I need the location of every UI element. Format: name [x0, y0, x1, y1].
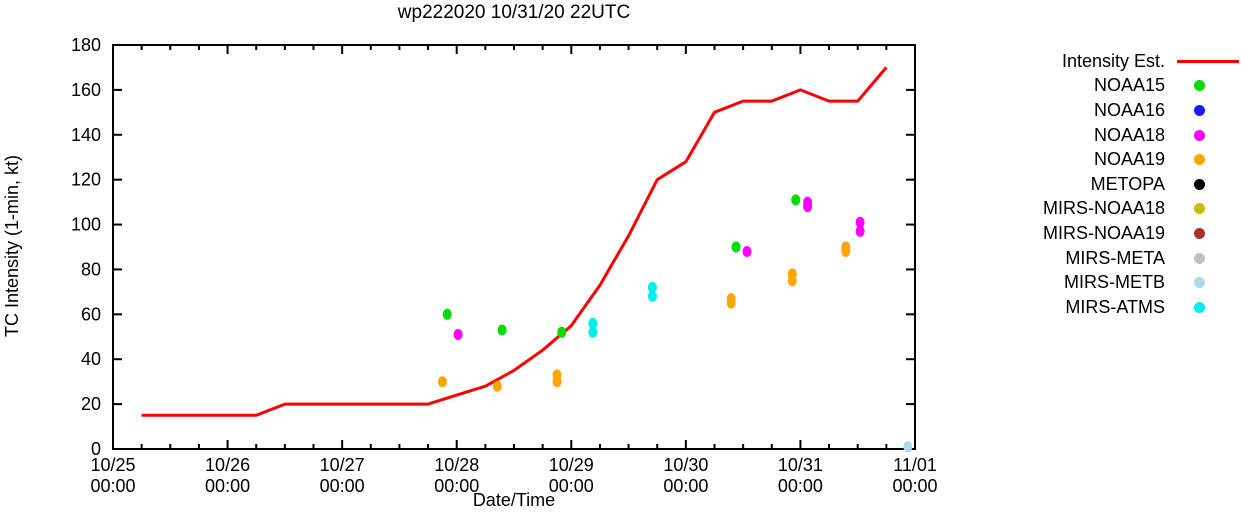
legend-marker [1165, 129, 1241, 141]
x-tick-label: 10/29 [549, 455, 594, 475]
dot-icon [1194, 301, 1205, 313]
x-tick-label: 00:00 [205, 476, 250, 496]
data-point-noaa15 [557, 326, 567, 338]
legend-label: Intensity Est. [1061, 50, 1165, 71]
legend-marker [1165, 80, 1241, 92]
y-tick-label: 60 [81, 304, 101, 324]
x-tick-label: 10/28 [434, 455, 479, 475]
data-point-noaa18 [803, 201, 813, 213]
dot-icon [1194, 252, 1205, 264]
data-point-noaa18 [453, 329, 463, 340]
data-point-noaa19 [492, 380, 502, 392]
x-tick-label: 10/26 [205, 455, 250, 475]
legend-label: MIRS-NOAA19 [1042, 222, 1165, 243]
data-point-noaa19 [787, 275, 797, 287]
legend-marker [1165, 59, 1241, 63]
data-point-noaa15 [731, 241, 741, 253]
legend-row-mirs-atms: MIRS-ATMS [990, 295, 1241, 320]
y-tick-label: 20 [81, 394, 101, 414]
legend-label: NOAA18 [1093, 124, 1165, 145]
x-tick-label: 11/01 [893, 455, 937, 475]
legend-row-mirs-noaa18: MIRS-NOAA18 [990, 197, 1241, 222]
legend-row-noaa19: NOAA19 [990, 147, 1241, 172]
data-point-noaa19 [726, 297, 736, 309]
x-tick-label: 00:00 [892, 476, 937, 496]
data-point-mirs-atms [588, 317, 598, 329]
dot-icon [1194, 277, 1205, 289]
x-tick-label: 10/31 [778, 455, 823, 475]
dot-icon [1194, 227, 1205, 239]
x-tick-label: 00:00 [90, 476, 135, 496]
data-point-noaa18 [855, 216, 865, 228]
intensity-line [141, 66, 888, 417]
legend-marker [1165, 227, 1241, 239]
y-tick-label: 0 [91, 439, 101, 459]
data-point-mirs-atms [647, 281, 657, 293]
x-tick-label: 10/27 [320, 455, 365, 475]
x-tick-label: 00:00 [778, 476, 823, 496]
legend-row-intensity-est: Intensity Est. [990, 49, 1241, 74]
y-tick-label: 160 [71, 80, 101, 100]
data-point-mirs-metb [903, 441, 913, 453]
legend: Intensity Est. NOAA15 NOAA16 NOAA18 NOAA19 ME… [990, 49, 1241, 320]
legend-marker [1165, 301, 1241, 313]
axis-border [112, 44, 916, 450]
dot-icon [1194, 203, 1205, 215]
dot-icon [1194, 178, 1205, 190]
legend-label: MIRS-ATMS [1065, 296, 1165, 317]
legend-label: MIRS-NOAA18 [1042, 198, 1165, 219]
legend-label: MIRS-META [1065, 247, 1165, 268]
x-tick-label: 10/30 [663, 455, 708, 475]
y-tick-label: 120 [71, 170, 101, 190]
y-tick-label: 140 [71, 125, 101, 145]
x-tick-label: 00:00 [320, 476, 365, 496]
dot-icon [1194, 80, 1205, 92]
y-tick-label: 80 [81, 259, 101, 279]
data-point-noaa18 [742, 246, 752, 257]
legend-row-noaa15: NOAA15 [990, 74, 1241, 99]
dot-icon [1194, 129, 1205, 141]
data-point-noaa15 [497, 324, 507, 336]
data-point-noaa19 [437, 376, 447, 388]
legend-row-noaa18: NOAA18 [990, 123, 1241, 148]
chart-title: wp222020 10/31/20 22UTC [397, 2, 631, 23]
data-point-noaa19 [841, 246, 851, 257]
legend-label: NOAA16 [1093, 99, 1165, 120]
legend-row-mirs-metb: MIRS-METB [990, 270, 1241, 295]
dot-icon [1194, 154, 1205, 166]
legend-row-metopa: METOPA [990, 172, 1241, 197]
data-point-mirs-atms [647, 290, 657, 302]
x-tick-label: 00:00 [663, 476, 708, 496]
data-point-noaa19 [552, 376, 562, 388]
legend-label: METOPA [1090, 173, 1165, 194]
legend-marker [1165, 104, 1241, 116]
legend-label: NOAA15 [1093, 75, 1165, 96]
legend-marker [1165, 203, 1241, 215]
legend-row-mirs-noaa19: MIRS-NOAA19 [990, 221, 1241, 246]
legend-marker [1165, 252, 1241, 264]
data-point-noaa18 [855, 225, 865, 237]
x-axis-label: Date/Time [472, 490, 556, 510]
y-tick-label: 180 [71, 35, 101, 55]
x-tick-label: 10/25 [90, 455, 135, 475]
x-tick-label: 00:00 [434, 476, 479, 496]
data-point-noaa15 [791, 194, 801, 206]
line-sample-icon [1177, 59, 1239, 63]
legend-label: NOAA19 [1093, 149, 1165, 170]
legend-label: MIRS-METB [1064, 272, 1165, 293]
y-tick-label: 100 [71, 215, 101, 235]
dot-icon [1194, 104, 1205, 116]
legend-marker [1165, 154, 1241, 166]
legend-row-noaa16: NOAA16 [990, 98, 1241, 123]
data-point-noaa15 [442, 308, 452, 320]
legend-row-mirs-meta: MIRS-META [990, 246, 1241, 271]
y-tick-label: 40 [81, 349, 101, 369]
data-point-mirs-atms [588, 326, 598, 338]
legend-marker [1165, 277, 1241, 289]
legend-marker [1165, 178, 1241, 190]
x-tick-label: 00:00 [549, 476, 594, 496]
